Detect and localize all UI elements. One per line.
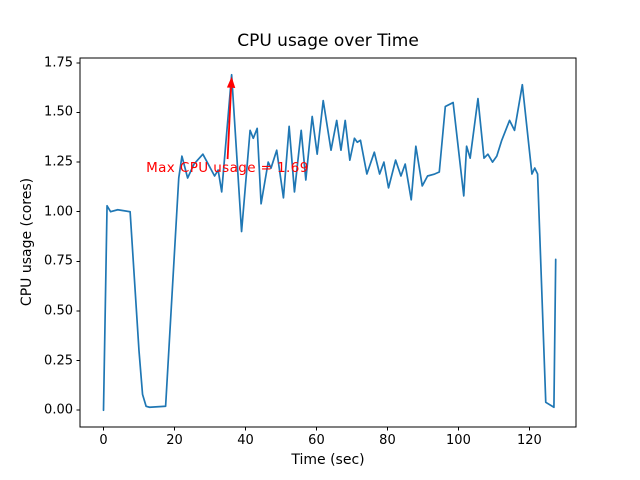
- y-axis-label: CPU usage (cores): [19, 177, 35, 307]
- x-tick-label: 100: [446, 433, 471, 448]
- cpu-usage-line: [102, 73, 557, 412]
- axes-frame: [79, 57, 577, 428]
- max-cpu-annotation: Max CPU usage = 1.69: [146, 160, 309, 177]
- x-tick-label: 20: [166, 433, 183, 448]
- x-tick-label: 80: [379, 433, 396, 448]
- y-tick-label: 0.50: [44, 303, 73, 319]
- y-tick-label: 1.00: [44, 204, 73, 220]
- y-tick-label: 0.75: [44, 253, 73, 269]
- x-tick-label: 120: [517, 433, 542, 448]
- y-tick-label: 1.25: [44, 154, 73, 170]
- x-tick-label: 0: [99, 433, 108, 448]
- x-tick-label: 40: [237, 433, 254, 448]
- x-tick-label: 60: [308, 433, 325, 448]
- annotation-arrow-shaft: [226, 87, 232, 160]
- chart-title: CPU usage over Time: [237, 31, 419, 51]
- annotation-arrowhead-icon: [226, 76, 236, 88]
- y-tick-label: 1.75: [44, 55, 73, 71]
- y-tick-label: 0.25: [44, 353, 73, 369]
- y-tick-label: 0.00: [44, 402, 73, 418]
- x-axis-label: Time (sec): [291, 452, 365, 468]
- y-tick-label: 1.50: [44, 104, 73, 120]
